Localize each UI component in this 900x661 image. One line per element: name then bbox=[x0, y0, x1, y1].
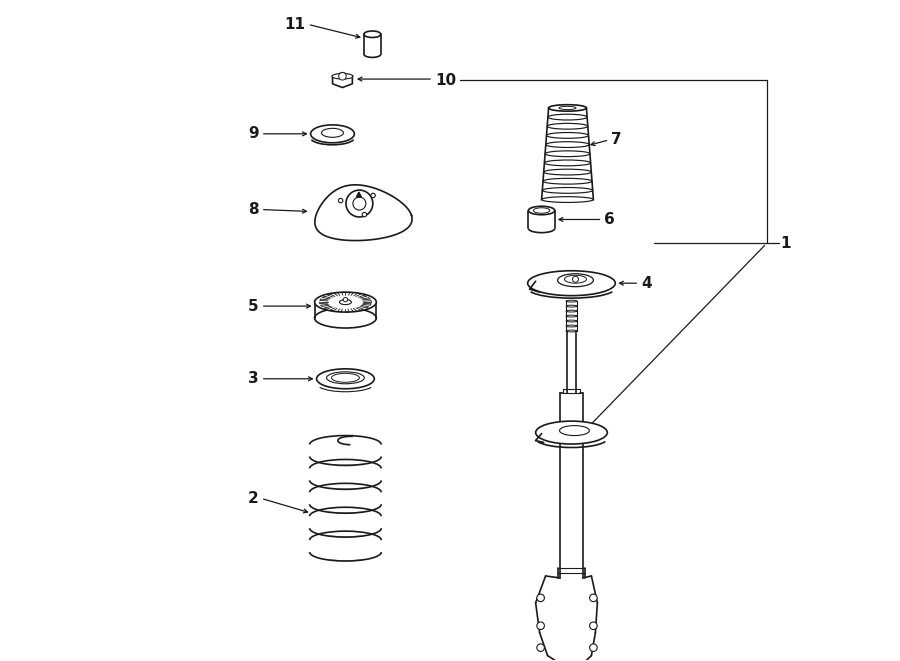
Ellipse shape bbox=[542, 197, 593, 202]
Ellipse shape bbox=[559, 106, 576, 110]
Ellipse shape bbox=[560, 426, 590, 436]
Text: 8: 8 bbox=[248, 202, 259, 217]
Ellipse shape bbox=[331, 373, 359, 382]
Text: 7: 7 bbox=[611, 132, 622, 147]
Ellipse shape bbox=[566, 325, 577, 327]
Ellipse shape bbox=[566, 305, 577, 307]
Ellipse shape bbox=[544, 169, 591, 175]
Text: 4: 4 bbox=[641, 276, 652, 291]
Ellipse shape bbox=[547, 124, 588, 129]
Ellipse shape bbox=[327, 372, 364, 384]
Text: 11: 11 bbox=[284, 17, 306, 32]
Circle shape bbox=[536, 594, 544, 602]
Text: 1: 1 bbox=[780, 236, 791, 251]
Ellipse shape bbox=[527, 271, 616, 295]
Ellipse shape bbox=[528, 206, 554, 215]
Ellipse shape bbox=[566, 330, 577, 332]
Text: 5: 5 bbox=[248, 299, 259, 313]
Ellipse shape bbox=[566, 320, 577, 322]
Ellipse shape bbox=[543, 178, 592, 184]
Circle shape bbox=[536, 622, 544, 629]
Ellipse shape bbox=[332, 73, 353, 79]
Circle shape bbox=[572, 276, 579, 282]
Circle shape bbox=[353, 197, 366, 210]
Ellipse shape bbox=[317, 369, 374, 389]
Ellipse shape bbox=[548, 114, 587, 120]
Ellipse shape bbox=[543, 188, 593, 193]
Circle shape bbox=[590, 644, 598, 652]
Circle shape bbox=[590, 622, 598, 629]
Circle shape bbox=[362, 212, 366, 217]
Ellipse shape bbox=[545, 151, 590, 157]
Text: 10: 10 bbox=[435, 73, 456, 87]
Ellipse shape bbox=[339, 299, 351, 305]
Ellipse shape bbox=[566, 315, 577, 317]
Ellipse shape bbox=[549, 104, 587, 111]
Text: 9: 9 bbox=[248, 126, 259, 141]
Ellipse shape bbox=[545, 141, 590, 147]
Ellipse shape bbox=[566, 300, 577, 302]
Ellipse shape bbox=[546, 133, 589, 138]
Circle shape bbox=[590, 594, 598, 602]
Text: 2: 2 bbox=[248, 490, 259, 506]
Ellipse shape bbox=[310, 125, 355, 143]
Text: 6: 6 bbox=[604, 212, 615, 227]
Circle shape bbox=[536, 644, 544, 652]
Circle shape bbox=[371, 193, 375, 198]
Ellipse shape bbox=[557, 274, 593, 287]
Circle shape bbox=[338, 198, 343, 203]
Ellipse shape bbox=[321, 128, 344, 137]
Circle shape bbox=[343, 297, 347, 302]
Ellipse shape bbox=[564, 275, 587, 283]
Circle shape bbox=[346, 190, 373, 217]
Ellipse shape bbox=[534, 208, 550, 214]
Ellipse shape bbox=[544, 160, 590, 166]
Text: 3: 3 bbox=[248, 371, 259, 386]
Ellipse shape bbox=[566, 310, 577, 312]
Ellipse shape bbox=[364, 31, 381, 38]
Ellipse shape bbox=[315, 308, 376, 328]
Ellipse shape bbox=[315, 292, 376, 312]
Ellipse shape bbox=[536, 421, 608, 444]
Circle shape bbox=[338, 73, 346, 80]
Ellipse shape bbox=[549, 105, 587, 111]
Polygon shape bbox=[356, 192, 362, 197]
